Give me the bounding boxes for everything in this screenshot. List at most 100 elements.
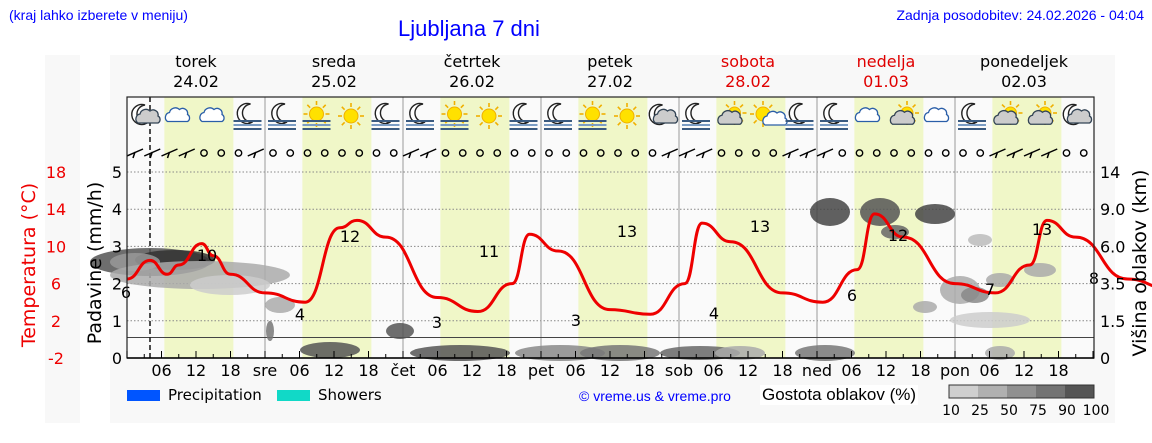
temperature-line	[126, 212, 1152, 316]
calm-wind-icon	[734, 149, 743, 157]
calm-wind-icon	[907, 149, 916, 157]
density-swatch	[978, 385, 1007, 398]
day-date: 01.03	[863, 72, 909, 91]
calm-wind-icon	[545, 149, 553, 157]
x-tick-label: 06	[151, 361, 171, 380]
x-tick-label: 06	[427, 361, 447, 380]
x-tick-label: 12	[600, 361, 620, 380]
x-tick-label: 06	[565, 361, 585, 380]
temp-annotation: 3	[432, 313, 442, 332]
temp-tick-label: -2	[48, 349, 64, 368]
cloud-density-label: Gostota oblakov (%)	[760, 385, 919, 405]
calm-wind-icon	[838, 149, 847, 157]
precip-tick-label: 3	[112, 237, 122, 256]
precip-tick-label: 4	[112, 200, 122, 219]
x-tick-label: 12	[1014, 361, 1034, 380]
day-date: 24.02	[173, 72, 219, 91]
calm-wind-icon	[527, 149, 536, 157]
day-date: 02.03	[1001, 72, 1047, 91]
precipitation-label: Precipitation	[168, 386, 262, 404]
cloud-density-blob	[915, 204, 955, 224]
calm-wind-icon	[872, 149, 881, 157]
x-tick-label: 12	[738, 361, 758, 380]
cloud-density-layer	[90, 198, 1056, 361]
day-name: nedelja	[856, 52, 916, 71]
temp-annotation: 12	[340, 227, 360, 246]
cloud-height-tick-label: 14	[1100, 163, 1120, 182]
density-swatch	[1065, 385, 1094, 398]
calm-wind-icon	[976, 149, 985, 157]
precip-tick-label: 2	[112, 275, 122, 294]
temp-tick-label: 14	[46, 200, 66, 219]
calm-wind-icon	[579, 149, 588, 157]
precip-tick-label: 5	[112, 163, 122, 182]
night-fog-icon	[406, 102, 434, 130]
copyright-link[interactable]: © vreme.us & vreme.pro	[579, 388, 731, 404]
night-fog-icon	[371, 102, 400, 130]
calm-wind-icon	[941, 149, 950, 157]
cloud-density-blob	[515, 345, 605, 361]
x-tick-label: pet	[528, 361, 554, 380]
night-fog-icon	[958, 102, 986, 130]
showers-swatch	[277, 389, 310, 401]
temp-annotation: 13	[1032, 220, 1052, 239]
cloud-height-axis-label: Višina oblakov (km)	[1129, 170, 1151, 357]
density-swatch	[1036, 385, 1065, 398]
calm-wind-icon	[959, 149, 967, 157]
wind-barbs-row	[126, 148, 1088, 159]
density-swatch	[1007, 385, 1036, 398]
cloud-density-blob	[810, 198, 850, 226]
x-tick-label: sob	[665, 361, 693, 380]
calm-wind-icon	[1062, 149, 1071, 157]
temp-tick-label: 6	[51, 275, 61, 294]
night-fog-icon	[820, 102, 848, 130]
calm-wind-icon	[717, 149, 726, 157]
last-update: Zadnja posodobitev: 24.02.2026 - 04:04	[896, 7, 1144, 23]
day-date: 27.02	[587, 72, 633, 91]
x-tick-label: 18	[358, 361, 378, 380]
cloud-height-tick-label: 6.0	[1100, 237, 1125, 256]
night-fog-icon	[268, 102, 296, 130]
showers-label: Showers	[318, 386, 382, 404]
daytime-band	[716, 97, 786, 358]
day-header-6: ponedeljek 02.03	[955, 52, 1093, 92]
x-tick-label: 06	[979, 361, 999, 380]
cloudy-icon	[854, 107, 881, 123]
temperature-axis-panel	[45, 55, 80, 423]
x-tick-label: 06	[703, 361, 723, 380]
x-tick-label: 12	[876, 361, 896, 380]
day-header-5: nedelja 01.03	[817, 52, 955, 92]
calm-wind-icon	[269, 149, 277, 157]
temp-annotation: 4	[295, 305, 305, 324]
density-tick-label: 10	[942, 403, 960, 419]
temp-annotation: 11	[479, 242, 499, 261]
day-date: 25.02	[311, 72, 357, 91]
night-partly-cloudy-icon	[648, 103, 679, 126]
cloud-height-tick-label: 9.0	[1100, 200, 1125, 219]
sun-icon	[614, 103, 640, 129]
temp-annotation: 13	[617, 222, 637, 241]
density-tick-label: 90	[1058, 403, 1076, 419]
calm-wind-icon	[631, 149, 640, 157]
cloud-height-tick-label: 0	[1100, 349, 1110, 368]
precip-tick-label: 1	[112, 312, 122, 331]
night-fog-icon	[785, 102, 814, 130]
x-tick-label: 18	[634, 361, 654, 380]
density-tick-label: 25	[971, 403, 989, 419]
calm-wind-icon	[510, 149, 519, 157]
cloud-density-blob	[985, 346, 1015, 360]
weather-icons-row	[131, 101, 1093, 130]
density-legend-frame	[948, 384, 1095, 399]
temp-annotation: 4	[709, 304, 719, 323]
cloudy-icon	[199, 107, 225, 123]
density-tick-label: 50	[1000, 403, 1018, 419]
calm-wind-icon	[303, 149, 312, 157]
calm-wind-icon	[389, 149, 398, 157]
cloudy-icon	[164, 107, 191, 123]
cloud-density-blob	[386, 323, 414, 339]
day-name: petek	[587, 52, 633, 71]
calm-wind-icon	[769, 149, 778, 157]
x-tick-label: čet	[391, 361, 416, 380]
temp-tick-label: 10	[46, 237, 66, 256]
page-title: Ljubljana 7 dni	[398, 16, 540, 41]
